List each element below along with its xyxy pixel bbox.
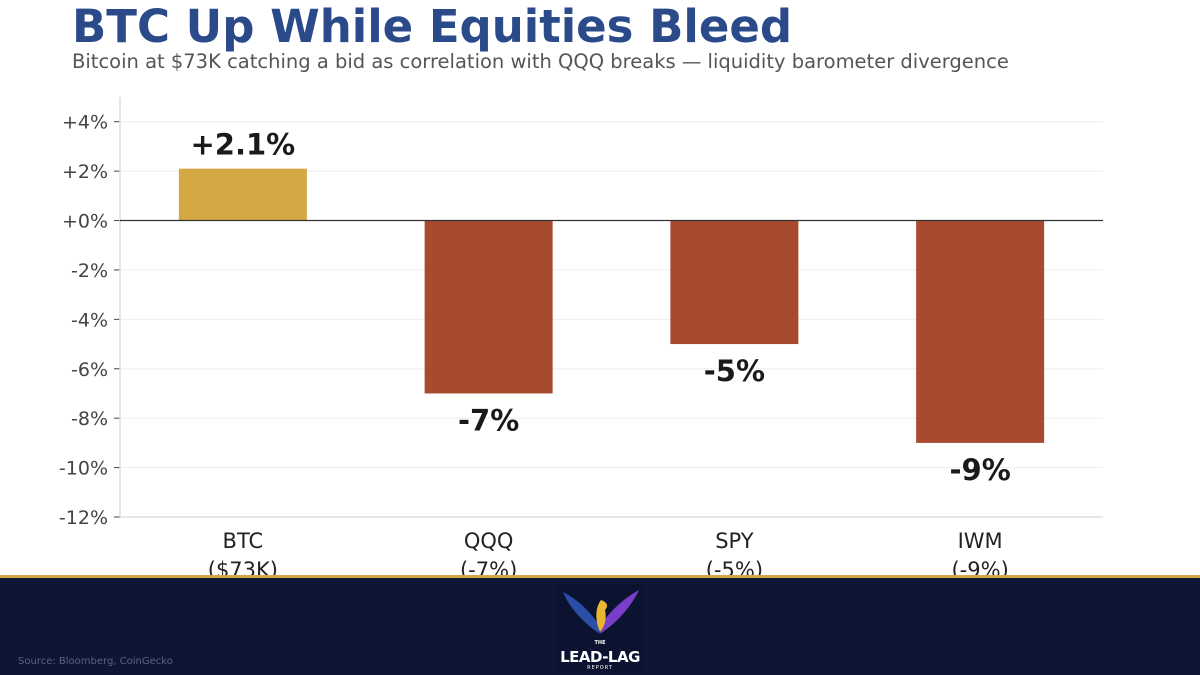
y-tick-label: -8% xyxy=(71,408,108,430)
bar xyxy=(670,220,799,345)
data-label: -9% xyxy=(949,453,1010,487)
x-tick-label: SPY xyxy=(715,529,754,553)
logo-text: LEAD-LAG xyxy=(560,648,640,666)
bar xyxy=(424,220,553,394)
bar xyxy=(916,220,1045,443)
y-tick-label: +2% xyxy=(62,161,108,183)
x-tick-label: QQQ xyxy=(464,529,514,553)
chart-subtitle: Bitcoin at $73K catching a bid as correl… xyxy=(72,50,1009,73)
data-label: -5% xyxy=(704,354,765,388)
y-tick-label: -6% xyxy=(71,359,108,381)
source-note: Source: Bloomberg, CoinGecko xyxy=(18,656,173,667)
y-tick-label: +4% xyxy=(62,112,108,134)
y-tick-label: -12% xyxy=(59,507,108,529)
chart-title: BTC Up While Equities Bleed xyxy=(72,0,793,53)
y-tick-label: -2% xyxy=(71,260,108,282)
logo-the: THE xyxy=(594,640,606,646)
y-tick-label: -10% xyxy=(59,458,108,480)
y-tick-label: -4% xyxy=(71,309,108,331)
bar xyxy=(178,168,307,221)
lead-lag-logo: THE LEAD-LAG REPORT xyxy=(555,584,645,672)
x-tick-label: BTC xyxy=(223,529,264,553)
logo-report: REPORT xyxy=(587,665,613,671)
y-tick-label: +0% xyxy=(62,211,108,233)
phoenix-icon xyxy=(563,590,639,634)
data-label: -7% xyxy=(458,403,519,437)
x-tick-label: IWM xyxy=(958,529,1003,553)
data-label: +2.1% xyxy=(191,128,296,162)
footer: Source: Bloomberg, CoinGecko THE LEAD-LA… xyxy=(0,575,1200,675)
